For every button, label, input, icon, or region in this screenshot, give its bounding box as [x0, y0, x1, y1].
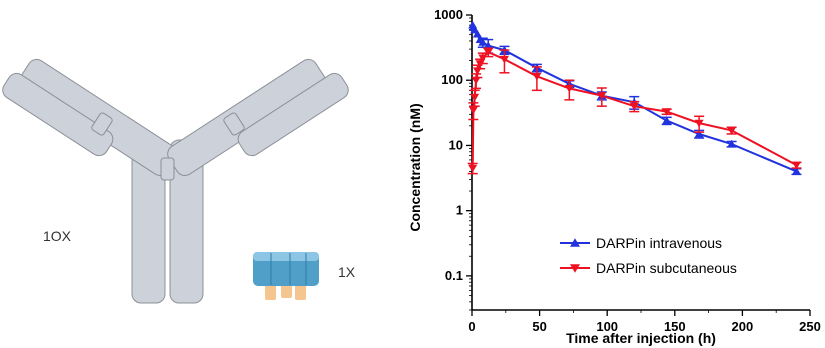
data-point	[629, 102, 639, 111]
data-point	[597, 92, 607, 100]
data-point	[662, 116, 672, 125]
series-0	[468, 20, 802, 176]
darpin-size-label: 1X	[338, 264, 356, 280]
y-tick-label: 10	[449, 137, 463, 152]
x-tick-label: 100	[596, 319, 618, 334]
data-point	[564, 84, 574, 93]
legend-label-sc: DARPin subcutaneous	[596, 260, 737, 276]
antibody-size-label: 1OX	[43, 228, 72, 244]
antibody-icon	[2, 58, 349, 304]
data-point	[472, 29, 482, 38]
data-point	[499, 55, 509, 64]
darpin-highlight	[253, 252, 319, 261]
legend-label-iv: DARPin intravenous	[596, 235, 722, 251]
antibody-light-chain-left	[2, 72, 114, 157]
x-tick-label: 0	[468, 319, 475, 334]
data-point	[468, 106, 478, 115]
data-point	[791, 161, 801, 170]
antibody-light-chain-right	[237, 72, 349, 157]
x-tick-label: 150	[664, 319, 686, 334]
x-tick-label: 250	[799, 319, 821, 334]
chart-series	[467, 20, 802, 176]
illustration-panel: 1OX 1X	[2, 58, 356, 304]
data-point	[694, 129, 704, 138]
x-axis-ticks: 0 50 100 150 200 250	[468, 310, 821, 334]
data-point	[727, 139, 737, 148]
y-axis-ticks: 1000 100 10 1 0.1	[434, 7, 472, 311]
darpin-icon	[253, 252, 319, 300]
data-point	[694, 119, 704, 128]
legend-marker-sc	[570, 264, 580, 273]
antibody-disulfide-right	[223, 112, 245, 136]
x-tick-label: 50	[532, 319, 546, 334]
x-tick-label: 200	[732, 319, 754, 334]
data-point	[468, 164, 478, 173]
data-point	[483, 48, 493, 57]
data-point	[470, 93, 480, 102]
pk-chart: 1000 100 10 1 0.1 0 50 100 150 200 250 Concentrat…	[407, 7, 821, 346]
y-axis-label: Concentration (nM)	[407, 103, 423, 231]
data-point	[483, 41, 493, 49]
y-tick-label: 0.1	[445, 268, 463, 283]
data-point	[478, 38, 488, 46]
y-tick-label: 1000	[434, 7, 463, 22]
data-point	[532, 72, 542, 81]
legend-marker-iv	[570, 238, 580, 247]
antibody-hinge	[160, 157, 175, 181]
chart-legend: DARPin intravenous DARPin subcutaneous	[560, 235, 737, 276]
series-1	[467, 47, 802, 175]
data-point	[471, 76, 481, 85]
y-tick-label: 100	[441, 72, 463, 87]
antibody-disulfide-left	[91, 112, 113, 136]
data-point	[791, 167, 801, 175]
data-point	[662, 108, 672, 116]
data-point	[727, 127, 737, 135]
x-axis-label: Time after injection (h)	[566, 330, 716, 346]
y-tick-label: 1	[456, 203, 463, 218]
